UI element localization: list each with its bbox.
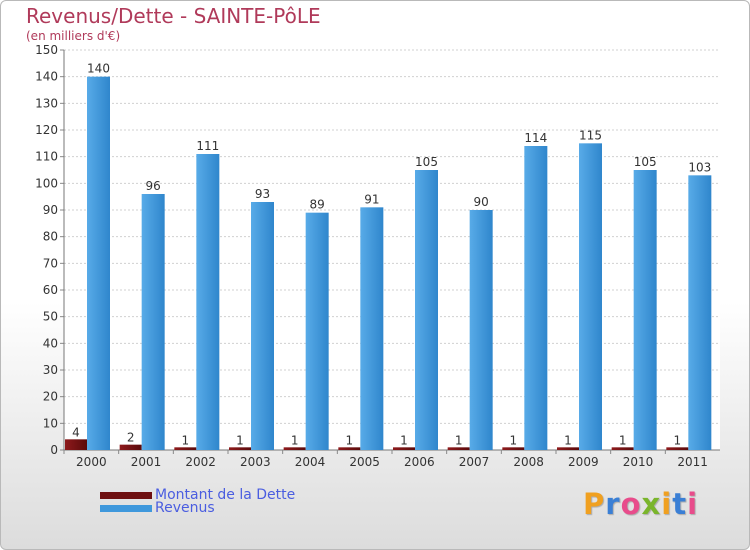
x-tick-label: 2008	[513, 455, 544, 469]
bar-dette-2000	[65, 439, 87, 450]
data-label-revenus-2009: 115	[579, 128, 602, 142]
bar-revenus-2011	[688, 175, 712, 451]
data-label-dette-2008: 1	[510, 433, 518, 447]
chart-unit-subtitle: (en milliers d'€)	[26, 29, 121, 43]
y-tick-label: 130	[35, 96, 58, 110]
y-tick-label: 50	[43, 310, 58, 324]
bar-dette-2010	[611, 447, 634, 450]
data-label-revenus-2006: 105	[415, 155, 438, 169]
y-tick-label: 90	[43, 203, 58, 217]
y-tick-label: 30	[43, 363, 58, 377]
x-tick-label: 2004	[295, 455, 326, 469]
y-tick-label: 0	[50, 443, 58, 457]
y-tick-label: 40	[43, 336, 58, 350]
x-tick-label: 2007	[459, 455, 490, 469]
data-label-revenus-2000: 140	[87, 62, 110, 76]
legend-label-dette: Montant de la Dette	[155, 487, 296, 503]
data-label-revenus-2002: 111	[196, 139, 219, 153]
y-tick-label: 150	[35, 43, 58, 57]
data-label-dette-2001: 2	[127, 431, 135, 445]
logo-letter: i	[661, 487, 673, 521]
y-tick-label: 100	[35, 176, 58, 190]
y-tick-label: 60	[43, 283, 58, 297]
data-label-dette-2006: 1	[400, 433, 408, 447]
data-label-dette-2007: 1	[455, 433, 463, 447]
logo-letter: r	[605, 487, 621, 521]
x-tick-label: 2003	[240, 455, 271, 469]
bar-dette-2006	[393, 447, 415, 450]
bar-revenus-2010	[633, 170, 657, 450]
data-label-dette-2003: 1	[236, 433, 244, 447]
x-tick-label: 2010	[623, 455, 654, 469]
data-label-dette-2000: 4	[72, 425, 80, 439]
data-label-revenus-2005: 91	[364, 192, 379, 206]
bar-dette-2004	[283, 447, 306, 450]
data-label-dette-2010: 1	[619, 433, 627, 447]
bar-revenus-2007	[469, 210, 493, 450]
y-tick-label: 70	[43, 256, 58, 270]
data-label-revenus-2010: 105	[634, 155, 657, 169]
data-label-revenus-2003: 93	[255, 187, 270, 201]
plot-area	[64, 50, 720, 450]
logo-letter: t	[672, 487, 688, 521]
bar-dette-2007	[447, 447, 470, 450]
data-label-revenus-2008: 114	[524, 131, 547, 145]
y-tick-label: 110	[35, 150, 58, 164]
bar-dette-2008	[502, 447, 525, 450]
data-label-revenus-2001: 96	[146, 179, 161, 193]
data-label-dette-2005: 1	[346, 433, 354, 447]
data-label-dette-2002: 1	[182, 433, 190, 447]
bar-revenus-2006	[415, 170, 438, 450]
bar-dette-2009	[557, 447, 579, 450]
bar-dette-2002	[174, 447, 197, 450]
logo-letter: i	[687, 487, 699, 521]
x-tick-label: 2006	[404, 455, 435, 469]
bar-dette-2011	[666, 447, 689, 450]
data-label-revenus-2011: 103	[688, 160, 711, 174]
bar-revenus-2002	[196, 154, 220, 450]
x-tick-label: 2011	[677, 455, 708, 469]
bar-revenus-2005	[360, 207, 384, 450]
bar-revenus-2003	[251, 202, 274, 450]
legend-swatch-revenus	[100, 505, 152, 512]
legend-swatch-dette	[100, 492, 152, 499]
y-tick-label: 20	[43, 390, 58, 404]
x-tick-label: 2000	[76, 455, 107, 469]
bar-dette-2001	[119, 444, 142, 450]
legend-label-revenus: Revenus	[155, 500, 215, 516]
proxiti-logo: Proxiti	[583, 487, 698, 521]
logo-letter: o	[620, 487, 642, 521]
bar-dette-2005	[338, 447, 361, 450]
bar-revenus-2000	[87, 76, 110, 451]
x-tick-label: 2001	[131, 455, 162, 469]
bar-revenus-2001	[141, 194, 165, 450]
bar-revenus-2009	[579, 143, 602, 451]
x-tick-label: 2002	[185, 455, 216, 469]
bar-revenus-2004	[305, 212, 329, 450]
logo-letter: x	[641, 487, 662, 521]
x-tick-label: 2005	[349, 455, 380, 469]
data-label-dette-2004: 1	[291, 433, 299, 447]
x-tick-label: 2009	[568, 455, 599, 469]
data-label-revenus-2004: 89	[310, 198, 325, 212]
page-title: Revenus/Dette - SAINTE-PôLE	[26, 4, 321, 28]
data-label-dette-2009: 1	[564, 433, 572, 447]
y-tick-label: 120	[35, 123, 58, 137]
data-label-revenus-2007: 90	[474, 195, 489, 209]
y-tick-label: 10	[43, 416, 58, 430]
logo-letter: P	[583, 487, 606, 521]
y-tick-label: 80	[43, 230, 58, 244]
y-tick-label: 140	[35, 70, 58, 84]
bar-dette-2003	[229, 447, 251, 450]
data-label-dette-2011: 1	[674, 433, 682, 447]
bar-revenus-2008	[524, 146, 548, 450]
